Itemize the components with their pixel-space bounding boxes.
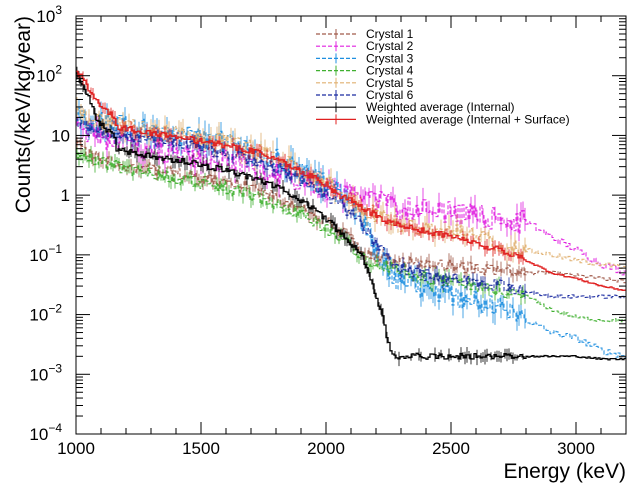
legend-label: Weighted average (Internal) bbox=[366, 100, 515, 114]
tick-layer: 1000 1500 2000 2500 3000 10−4 10−3 10−2 10−1 1 10 1… bbox=[29, 3, 627, 458]
legend-entry-6: Crystal 6 bbox=[316, 88, 414, 102]
series-2-line bbox=[76, 116, 626, 277]
legend-label: Crystal 6 bbox=[366, 88, 414, 102]
y-tick-label: 10−4 bbox=[29, 421, 62, 444]
y-tick-label: 10 bbox=[51, 126, 70, 145]
legend-label: Crystal 3 bbox=[366, 51, 414, 65]
legend-entry-3: Crystal 3 bbox=[316, 51, 414, 65]
legend-label: Weighted average (Internal + Surface) bbox=[366, 112, 570, 126]
series-5-line bbox=[76, 107, 626, 270]
legend-entry-1: Crystal 1 bbox=[316, 27, 414, 41]
x-tick-label: 1500 bbox=[182, 439, 220, 458]
legend-entry-4: Crystal 4 bbox=[316, 64, 414, 78]
legend-entry-7: Weighted average (Internal) bbox=[316, 100, 515, 114]
x-tick-label: 2000 bbox=[307, 439, 345, 458]
x-tick-label: 2500 bbox=[432, 439, 470, 458]
x-tick-label: 1000 bbox=[57, 439, 95, 458]
legend-label: Crystal 1 bbox=[366, 27, 414, 41]
legend-label: Crystal 2 bbox=[366, 39, 414, 53]
legend-label: Crystal 4 bbox=[366, 64, 414, 78]
y-tick-label: 10−3 bbox=[29, 361, 62, 384]
y-tick-label: 10−1 bbox=[29, 242, 62, 265]
legend-entry-2: Crystal 2 bbox=[316, 39, 414, 53]
series-6-line bbox=[76, 118, 626, 299]
y-tick-label: 103 bbox=[36, 3, 62, 26]
y-tick-label: 10−2 bbox=[29, 302, 62, 325]
legend-label: Crystal 5 bbox=[366, 76, 414, 90]
x-axis-title: Energy (keV) bbox=[503, 460, 626, 483]
y-axis-title: Counts(/keV/kg/year) bbox=[12, 16, 35, 213]
x-tick-label: 3000 bbox=[557, 439, 595, 458]
y-tick-label: 102 bbox=[36, 63, 62, 86]
legend-entry-5: Crystal 5 bbox=[316, 76, 414, 90]
series-layer bbox=[76, 66, 626, 367]
legend-entry-8: Weighted average (Internal + Surface) bbox=[316, 112, 570, 126]
series-1-line bbox=[76, 139, 626, 284]
y-tick-label: 1 bbox=[61, 186, 70, 205]
series-7-error-bars bbox=[76, 66, 524, 367]
series-7 bbox=[76, 66, 626, 367]
